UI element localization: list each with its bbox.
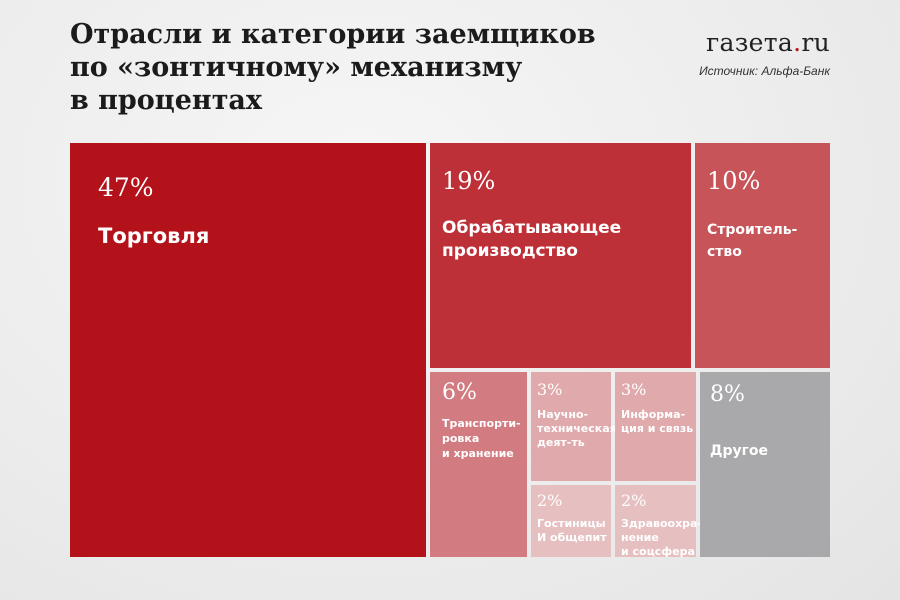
tile-value-label: 19%	[442, 167, 496, 195]
tile-category-label-line: техническая	[537, 422, 617, 435]
tile-category-label-line: Торговля	[98, 224, 210, 248]
treemap-tile-transport: 6% Транспорти-ровка и хранение	[430, 372, 527, 557]
gazeta-logo: газета.ru	[706, 28, 830, 57]
tile-value-label: 3%	[537, 380, 563, 399]
tile-category-label-line: ство	[707, 244, 742, 260]
tile-value-label: 10%	[707, 167, 761, 195]
tile-category-label: Обрабатывающее производство	[442, 217, 621, 263]
treemap-tile-it: 3% Информа-ция и связь	[615, 372, 696, 481]
tile-category-label-line: деят-ть	[537, 436, 585, 449]
tile-category-label: Торговля	[98, 223, 209, 249]
tile-value-label: 6%	[442, 380, 477, 405]
treemap-tile-science: 3% Научно-техническая деят-ть	[531, 372, 617, 481]
treemap-tile-health: 2% Здравоохра-нение и соцсфера	[615, 485, 702, 558]
tile-category-label-line: ция и связь	[621, 422, 694, 435]
tile-category-label-line: Обрабатывающее	[442, 218, 622, 238]
tile-category-label: Здравоохра-нение и соцсфера	[621, 517, 702, 559]
tile-value-label: 8%	[710, 382, 745, 407]
tile-category-label-line: Здравоохра-	[621, 517, 703, 530]
tile-category-label-line: Гостиницы	[537, 517, 606, 530]
tile-category-label-line: Другое	[710, 443, 769, 459]
tile-category-label-line: и соцсфера	[621, 545, 695, 558]
tile-category-label-line: Строитель-	[707, 222, 798, 238]
tile-category-label: Гостиницы И общепит	[537, 517, 607, 545]
tile-value-label: 47%	[98, 173, 154, 202]
treemap-tile-trade: 47% Торговля	[70, 143, 426, 557]
logo-dot: .	[793, 28, 802, 57]
tile-category-label: Научно-техническая деят-ть	[537, 408, 617, 450]
treemap-tile-hotels: 2% Гостиницы И общепит	[531, 485, 611, 557]
source-note: Источник: Альфа-Банк	[699, 64, 830, 78]
tile-category-label-line: нение	[621, 531, 659, 544]
tile-category-label: Информа-ция и связь	[621, 408, 693, 436]
logo-tld: ru	[801, 28, 830, 57]
tile-category-label-line: ровка	[442, 432, 480, 445]
tile-value-label: 3%	[621, 380, 647, 399]
tile-category-label: Строитель-ство	[707, 219, 797, 263]
treemap-tile-construction: 10% Строитель-ство	[695, 143, 830, 368]
chart-title-line-2: по «зонтичному» механизму	[70, 52, 523, 83]
tile-category-label-line: и хранение	[442, 447, 514, 460]
tile-category-label: Транспорти-ровка и хранение	[442, 416, 521, 461]
tile-category-label-line: Научно-	[537, 408, 589, 421]
chart-title-line-3: в процентах	[70, 85, 263, 116]
treemap-tile-other: 8% Другое	[700, 372, 830, 557]
tile-category-label-line: производство	[442, 241, 578, 261]
logo-main: газета	[706, 28, 794, 57]
treemap-tile-manufacturing: 19% Обрабатывающее производство	[430, 143, 691, 368]
tile-category-label-line: И общепит	[537, 531, 607, 544]
chart-title: Отрасли и категории заемщиков по «зонтич…	[70, 18, 630, 117]
tile-value-label: 2%	[537, 491, 563, 510]
tile-category-label-line: Транспорти-	[442, 417, 521, 430]
tile-value-label: 2%	[621, 491, 647, 510]
chart-title-line-1: Отрасли и категории заемщиков	[70, 19, 596, 50]
tile-category-label: Другое	[710, 440, 768, 462]
tile-category-label-line: Информа-	[621, 408, 686, 421]
